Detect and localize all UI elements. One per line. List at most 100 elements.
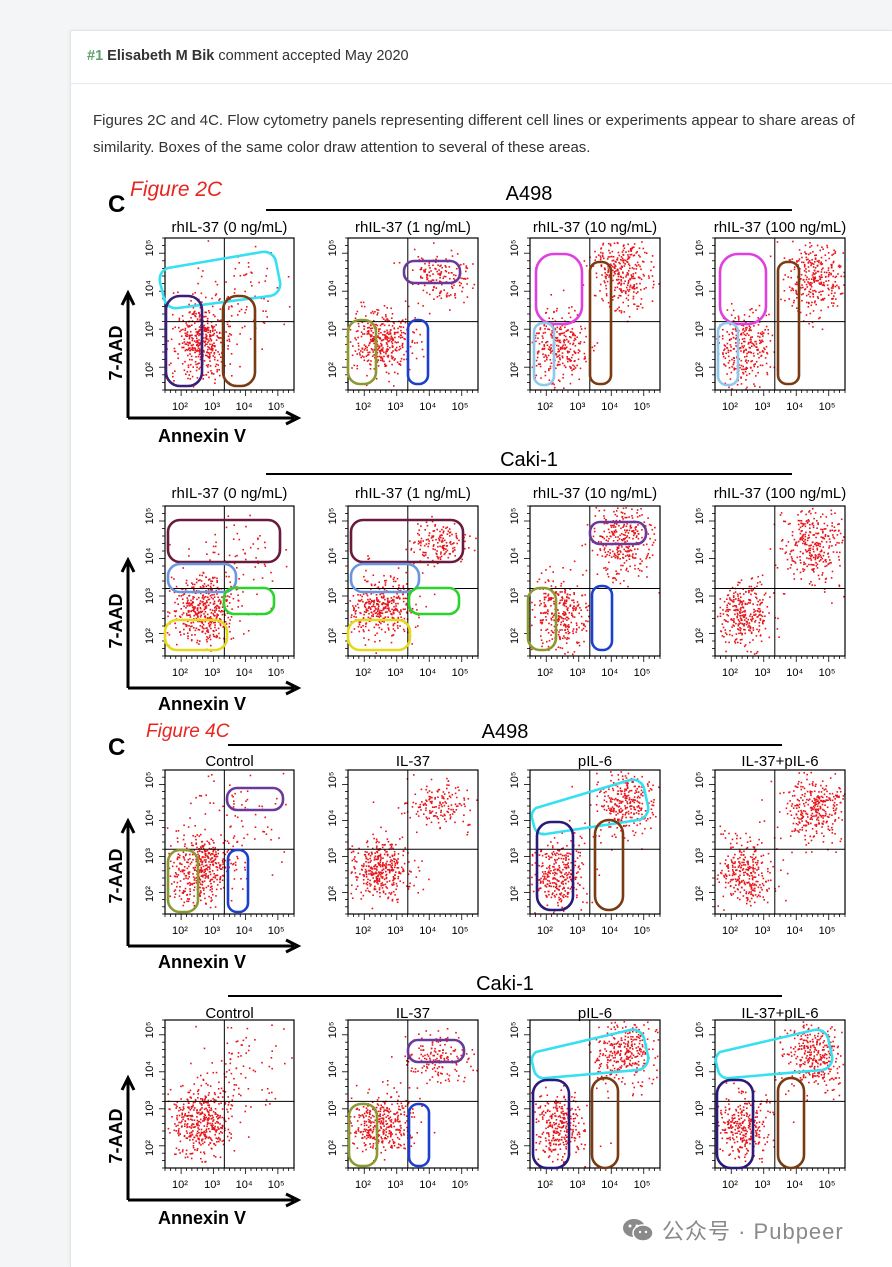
highlight-box [778,1078,804,1168]
cell-line-title: Caki-1 [500,449,558,471]
scatter-dots [166,240,290,387]
plot-frame [530,1020,660,1168]
y-tick-label: 10⁴ [144,547,156,564]
highlight-box [716,1030,832,1079]
comment-meta: #1 Elisabeth M Bik comment accepted May … [87,48,409,64]
highlight-box [778,262,799,384]
x-tick-label: 10⁴ [236,1179,253,1191]
y-tick-label: 10⁵ [144,1022,156,1039]
scatter-dots [531,507,660,655]
panel-label: rhIL-37 (0 ng/mL) [172,485,288,502]
y-tick-label: 10² [327,1140,339,1156]
panel-label: rhIL-37 (10 ng/mL) [533,485,657,502]
y-tick-label: 10² [509,886,521,902]
x-tick-label: 10⁵ [268,667,285,679]
x-tick-label: 10⁵ [452,925,469,937]
y-tick-label: 10³ [327,1100,339,1116]
y-tick-label: 10⁴ [509,547,521,564]
y-tick-label: 10² [144,628,156,644]
x-tick-label: 10² [537,401,553,413]
x-tick-label: 10⁵ [634,401,651,413]
x-tick-label: 10⁴ [236,401,253,413]
x-tick-label: 10³ [204,401,220,413]
x-tick-label: 10⁴ [601,1179,618,1191]
y-tick-label: 10² [509,1140,521,1156]
y-tick-label: 10⁴ [694,809,706,826]
y-tick-label: 10³ [509,1100,521,1116]
x-tick-label: 10⁴ [786,1179,803,1191]
y-tick-label: 10² [144,886,156,902]
y-tick-label: 10⁴ [694,547,706,564]
y-tick-label: 10² [327,886,339,902]
highlight-box [592,586,612,650]
highlight-box [536,254,582,324]
highlight-box [533,1080,569,1168]
panel-letter: C [108,191,125,218]
x-tick-label: 10⁴ [236,925,253,937]
highlight-box [590,262,611,384]
x-tick-label: 10³ [387,667,403,679]
y-tick-label: 10⁵ [509,240,521,257]
comment-author-link[interactable]: Elisabeth M Bik [107,48,214,64]
y-tick-label: 10⁴ [327,1061,339,1078]
panel-label: IL-37+pIL-6 [741,753,818,770]
scatter-dots [349,774,478,909]
x-tick-label: 10² [537,1179,553,1191]
y-tick-label: 10² [694,1140,706,1156]
x-tick-label: 10⁴ [419,401,436,413]
y-tick-label: 10⁵ [694,772,706,789]
x-tick-label: 10³ [754,925,770,937]
x-tick-label: 10⁴ [786,401,803,413]
x-tick-label: 10⁵ [268,401,285,413]
x-tick-label: 10² [722,401,738,413]
x-tick-label: 10⁵ [452,1179,469,1191]
y-tick-label: 10² [327,362,339,378]
highlight-box [165,620,227,650]
highlight-box [228,850,248,912]
y-tick-label: 10³ [694,588,706,604]
comment-header: #1 Elisabeth M Bik comment accepted May … [71,31,892,84]
y-tick-label: 10³ [509,848,521,864]
panel-letter: C [108,734,125,761]
x-tick-label: 10⁴ [419,925,436,937]
y-tick-label: 10³ [694,1100,706,1116]
comment-status: comment accepted May 2020 [218,48,408,64]
highlight-box [409,1104,429,1166]
y-tick-label: 10³ [509,321,521,337]
x-tick-label: 10³ [754,1179,770,1191]
x-axis-label: Annexin V [158,952,246,972]
highlight-box [408,1040,464,1062]
y-tick-label: 10² [694,628,706,644]
y-tick-label: 10⁵ [694,240,706,257]
x-tick-label: 10² [722,925,738,937]
y-tick-label: 10⁵ [144,508,156,525]
highlight-box [592,1078,618,1168]
y-tick-label: 10² [509,362,521,378]
comment-number-link[interactable]: #1 [87,48,103,64]
y-axis-label: 7-AAD [106,593,126,648]
y-tick-label: 10³ [144,321,156,337]
y-tick-label: 10⁴ [327,280,339,297]
highlight-box [351,564,419,592]
scatter-dots [717,1021,844,1163]
x-tick-label: 10³ [387,1179,403,1191]
highlight-box [408,320,428,384]
y-tick-label: 10² [327,628,339,644]
scatter-dots [167,1024,292,1162]
x-tick-label: 10⁵ [452,667,469,679]
x-tick-label: 10⁵ [819,1179,836,1191]
x-tick-label: 10³ [204,925,220,937]
y-tick-label: 10³ [144,848,156,864]
x-tick-label: 10³ [387,401,403,413]
x-tick-label: 10² [355,667,371,679]
x-tick-label: 10³ [569,1179,585,1191]
y-tick-label: 10³ [694,848,706,864]
y-tick-label: 10³ [509,588,521,604]
y-tick-label: 10² [694,886,706,902]
y-tick-label: 10⁴ [327,547,339,564]
y-tick-label: 10⁴ [509,1061,521,1078]
wechat-icon [622,1217,654,1243]
x-tick-label: 10³ [754,667,770,679]
watermark-text: 公众号 · Pubpeer [662,1214,844,1246]
